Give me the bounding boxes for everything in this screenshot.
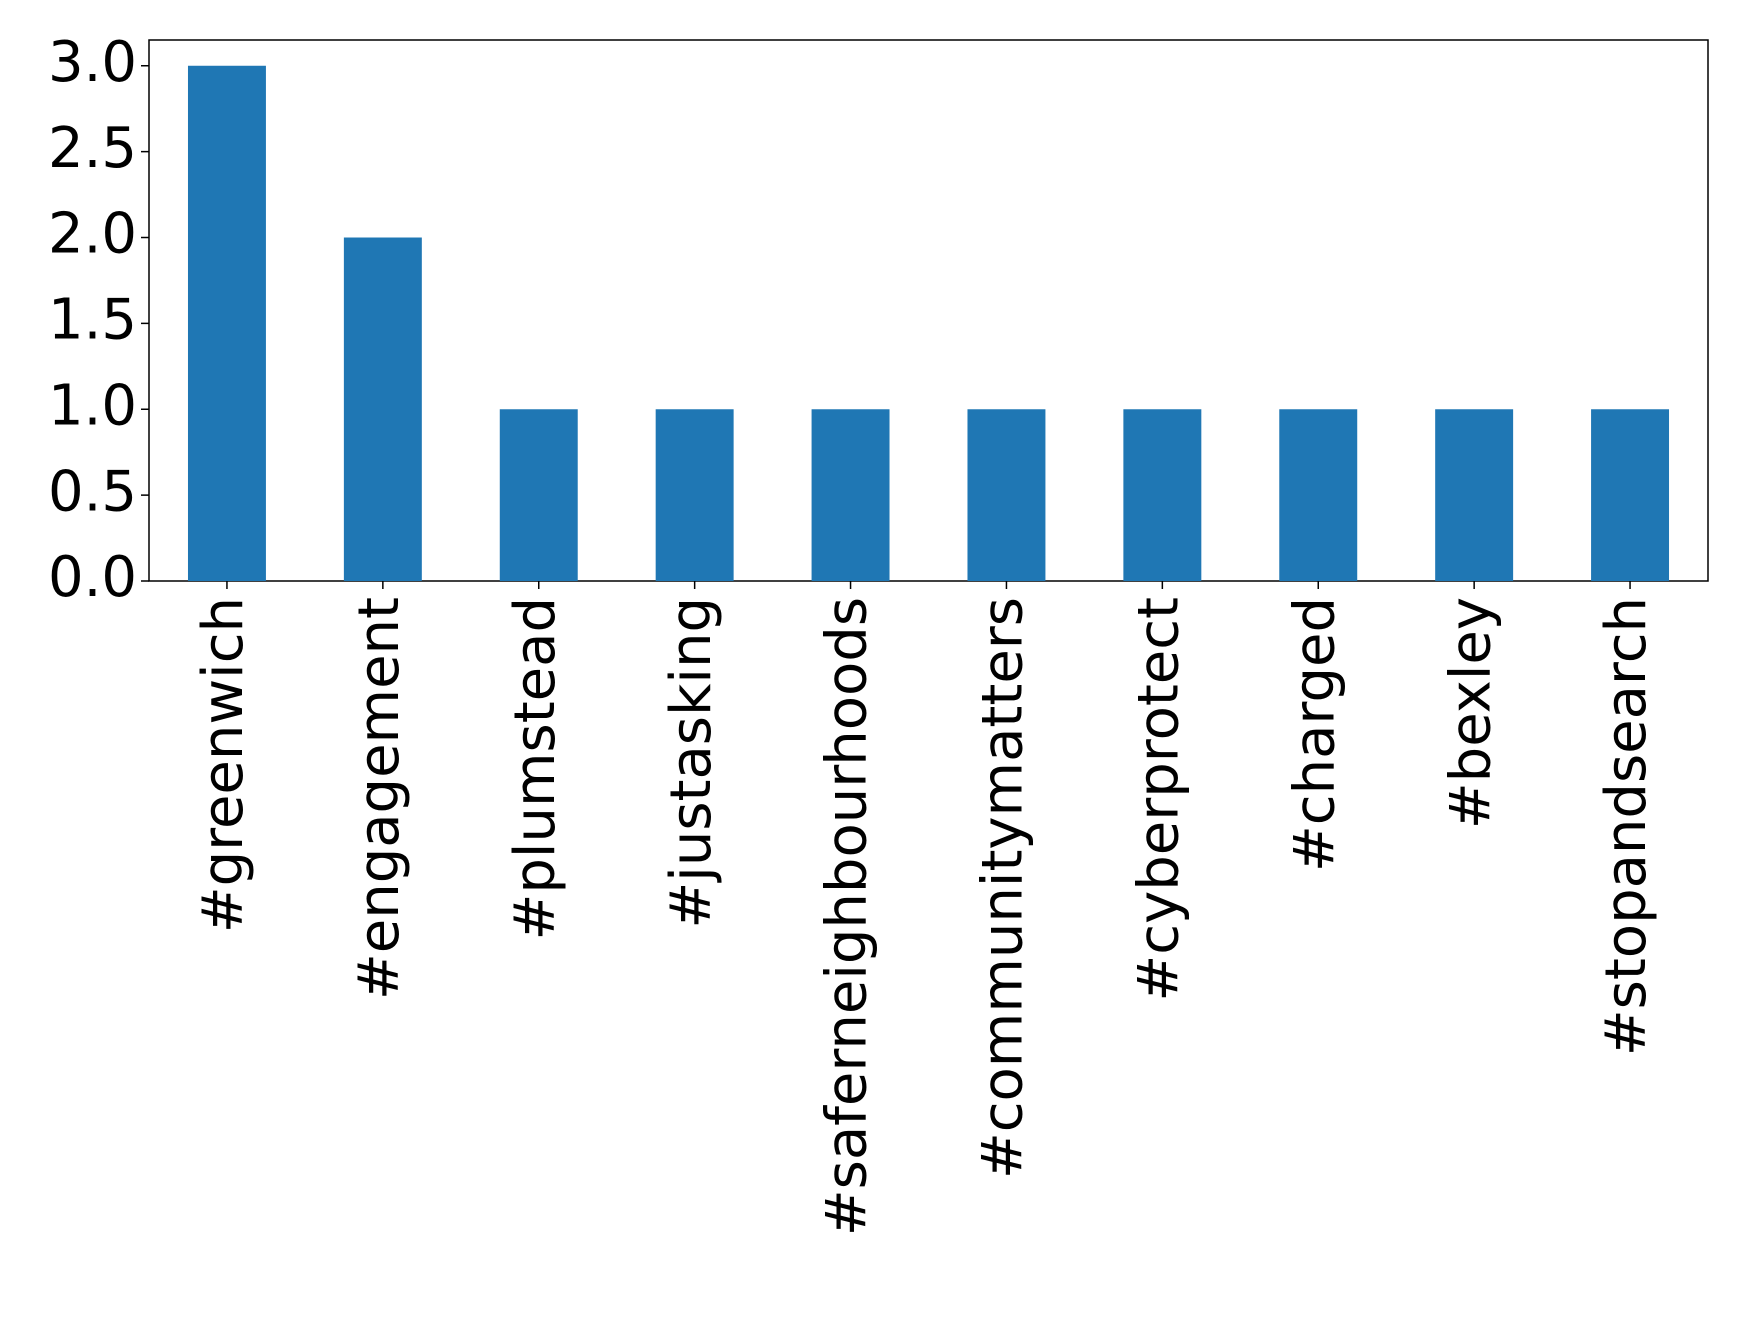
bar [1435, 409, 1514, 581]
y-tick-label: 0.0 [48, 545, 137, 610]
bar [655, 409, 734, 581]
x-tick-label: #saferneighbourhoods [815, 597, 880, 1236]
x-tick-label: #communitymatters [971, 597, 1036, 1179]
x-tick-label: #bexley [1438, 597, 1503, 829]
x-tick-label: #greenwich [191, 597, 256, 933]
x-tick-label: #charged [1282, 597, 1347, 872]
bar [1279, 409, 1358, 581]
bar [967, 409, 1046, 581]
x-tick-label: #stopandsearch [1594, 597, 1659, 1056]
bar [343, 237, 422, 581]
bar [1591, 409, 1670, 581]
bar [811, 409, 890, 581]
y-tick-label: 0.5 [48, 459, 137, 524]
bar [187, 65, 266, 581]
x-tick-label: #engagement [347, 597, 412, 1000]
x-tick-label: #plumstead [503, 597, 568, 941]
y-tick-label: 1.5 [48, 288, 137, 353]
y-tick-label: 1.0 [48, 373, 137, 438]
x-tick-label: #cyberprotect [1126, 597, 1191, 1002]
y-tick-label: 3.0 [48, 30, 137, 95]
y-tick-label: 2.0 [48, 202, 137, 267]
plot-frame [148, 39, 1709, 582]
bar [1123, 409, 1202, 581]
y-tick-label: 2.5 [48, 116, 137, 181]
x-tick-label: #justasking [659, 597, 724, 929]
bar [499, 409, 578, 581]
